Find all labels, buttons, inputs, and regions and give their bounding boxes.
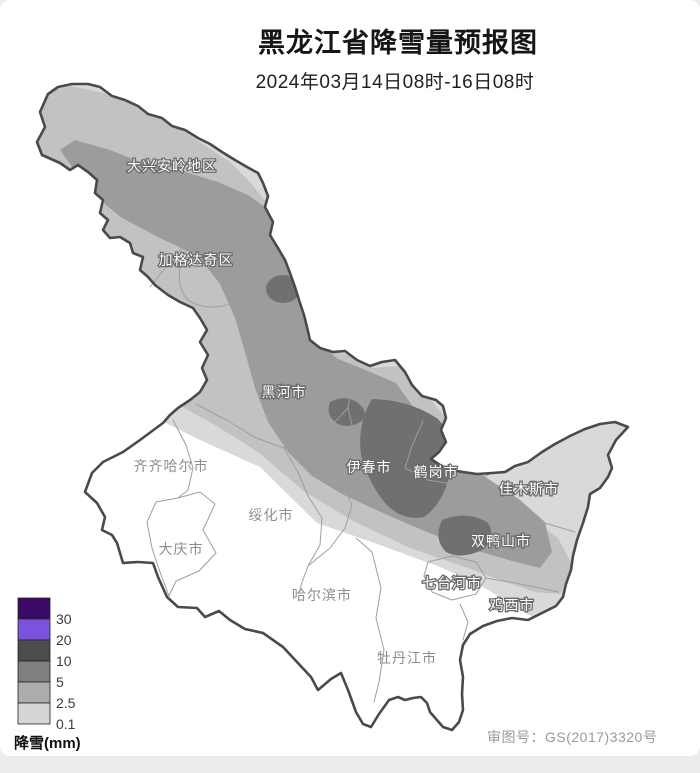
legend-swatch-10 — [17, 639, 51, 662]
map-label-mudanjiang: 牡丹江市 — [377, 650, 437, 666]
blob-10mm-yichun-hegang — [360, 399, 452, 518]
map-label-jiamusi: 佳木斯市 — [499, 481, 559, 497]
map-license-number: 审图号：GS(2017)3320号 — [487, 729, 657, 745]
legend-value-2.5: 2.5 — [56, 695, 76, 711]
map-label-suihua: 绥化市 — [249, 507, 294, 523]
map-label-daxinganling: 大兴安岭地区 — [127, 158, 217, 174]
legend-swatch-30 — [17, 597, 51, 620]
map-label-daqing: 大庆市 — [159, 541, 204, 557]
page-subtitle: 2024年03月14日08时-16日08时 — [256, 71, 535, 93]
legend-title: 降雪(mm) — [14, 734, 81, 752]
legend-swatch-20 — [17, 618, 51, 641]
internal-boundaries — [146, 212, 576, 703]
legend-value-20: 20 — [56, 632, 72, 648]
map-label-harbin: 哈尔滨市 — [292, 587, 352, 603]
legend-value-0.1: 0.1 — [56, 716, 76, 732]
legend-swatch-5 — [17, 660, 51, 683]
map-label-qiqihar: 齐齐哈尔市 — [134, 458, 209, 474]
map-label-yichun: 伊春市 — [347, 459, 392, 475]
map-label-qitaihe: 七台河市 — [422, 575, 482, 591]
legend-value-30: 30 — [56, 611, 72, 627]
legend-value-5: 5 — [56, 674, 64, 690]
band-10mm-blobs — [266, 275, 492, 556]
blob-10mm-huma — [266, 275, 300, 303]
map-label-jiagedaqi: 加格达奇区 — [159, 252, 234, 268]
legend-swatch-0.1 — [17, 702, 51, 725]
snowfall-map: 黑龙江省降雪量预报图 2024年03月14日08时-16日08时 大兴安岭地区 … — [14, 28, 657, 752]
map-label-heihe: 黑河市 — [262, 384, 307, 400]
legend-swatch-2.5 — [17, 681, 51, 704]
legend-value-10: 10 — [56, 653, 72, 669]
page-title: 黑龙江省降雪量预报图 — [258, 28, 538, 58]
map-label-jixi: 鸡西市 — [490, 597, 535, 613]
blob-10mm-shuangyashan — [438, 515, 492, 556]
legend: 30 20 10 5 2.5 0.1 降雪(mm) — [14, 597, 81, 752]
map-label-shuangyashan: 双鸭山市 — [471, 533, 531, 549]
map-label-hegang: 鹤岗市 — [414, 464, 459, 480]
